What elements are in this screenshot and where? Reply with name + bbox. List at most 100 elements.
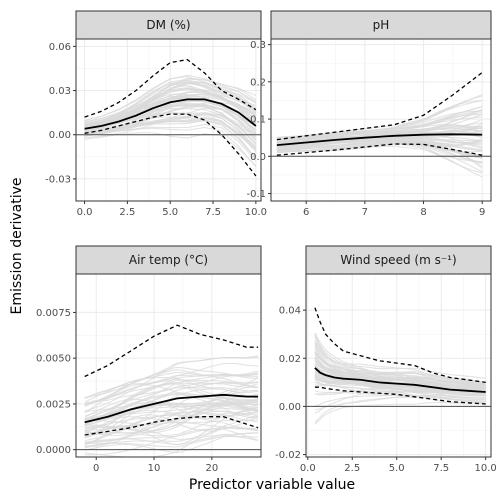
x-tick-label-wind: 2.5 bbox=[344, 463, 360, 474]
individual-curve-ph bbox=[276, 131, 483, 148]
individual-curve-airtemp bbox=[84, 382, 259, 425]
upper-band-airtemp bbox=[84, 324, 259, 378]
individual-curve-ph bbox=[276, 130, 483, 146]
individual-curve-airtemp bbox=[84, 411, 259, 442]
x-axis-title: Predictor variable value bbox=[189, 477, 355, 493]
individual-curve-wind bbox=[314, 396, 486, 423]
panel-wind: Wind speed (m s⁻¹) 0.0 2.5 5.0 7.5 10.0 -0.02 0… bbox=[275, 245, 497, 474]
y-tick-label-ph: 0.3 bbox=[250, 40, 266, 51]
y-tick-label-wind: 0.02 bbox=[279, 354, 301, 365]
y-tick-label-wind: -0.02 bbox=[275, 450, 301, 461]
individual-curve-airtemp bbox=[84, 432, 259, 446]
strip-dm bbox=[75, 10, 262, 40]
x-tick-label-airtemp: 20 bbox=[205, 463, 218, 474]
x-tick-label-dm: 10.0 bbox=[245, 207, 267, 218]
individual-curve-airtemp bbox=[84, 428, 259, 456]
x-tick-label-airtemp: 0 bbox=[93, 463, 99, 474]
y-tick-label-dm: 0.03 bbox=[49, 86, 71, 97]
plot-area-wind bbox=[306, 307, 491, 425]
individual-curve-airtemp bbox=[84, 378, 259, 406]
individual-curve-airtemp bbox=[84, 356, 259, 399]
plot-area-dm bbox=[76, 58, 261, 177]
strip-ph bbox=[270, 10, 492, 40]
y-tick-label-dm: -0.03 bbox=[45, 174, 71, 185]
lower-band-airtemp bbox=[84, 416, 259, 436]
plot-area-ph bbox=[271, 71, 491, 178]
individual-curve-airtemp bbox=[84, 369, 259, 407]
upper-band-ph bbox=[276, 71, 483, 141]
plot-area-airtemp bbox=[76, 324, 261, 457]
x-tick-label-dm: 5.0 bbox=[162, 207, 178, 218]
y-tick-label-ph: -0.1 bbox=[246, 189, 266, 200]
individual-curve-airtemp bbox=[84, 394, 259, 437]
strip-label-dm: DM (%) bbox=[146, 18, 190, 32]
individual-curve-airtemp bbox=[84, 416, 259, 424]
individual-curve-dm bbox=[84, 132, 257, 167]
panel-ph: pH 6 7 8 9 -0.1 0.0 0.1 0.2 0.3 bbox=[246, 10, 492, 218]
individual-curve-dm bbox=[84, 113, 257, 151]
x-tick-label-ph: 8 bbox=[420, 207, 426, 218]
panel-border-dm bbox=[75, 38, 262, 202]
strip-label-airtemp: Air temp (°C) bbox=[129, 253, 208, 267]
y-tick-label-ph: 0.0 bbox=[250, 152, 266, 163]
individual-curve-wind bbox=[314, 379, 486, 392]
individual-curve-wind bbox=[314, 352, 486, 390]
central-line-ph bbox=[276, 133, 483, 146]
individual-curve-dm bbox=[84, 104, 257, 131]
individual-curve-ph bbox=[276, 142, 483, 159]
strip-airtemp bbox=[75, 245, 262, 275]
individual-curve-dm bbox=[84, 108, 257, 144]
y-tick-label-ph: 0.1 bbox=[250, 115, 266, 126]
central-line-airtemp bbox=[84, 393, 259, 424]
individual-curve-airtemp bbox=[84, 377, 259, 403]
x-tick-label-ph: 9 bbox=[479, 207, 485, 218]
panel-bg-wind bbox=[306, 274, 491, 457]
individual-curve-dm bbox=[84, 77, 257, 128]
upper-band-wind bbox=[314, 307, 486, 384]
panel-airtemp: Air temp (°C) 0 10 20 0.0000 0.0025 0.0050 0.00… bbox=[36, 245, 262, 474]
individual-curve-dm bbox=[84, 81, 257, 126]
central-line-wind bbox=[314, 367, 486, 393]
x-tick-label-wind: 5.0 bbox=[389, 463, 405, 474]
individual-curve-ph bbox=[276, 100, 483, 138]
y-tick-label-airtemp: 0.0050 bbox=[36, 354, 71, 365]
strip-label-wind: Wind speed (m s⁻¹) bbox=[340, 253, 456, 267]
individual-curve-airtemp bbox=[84, 432, 259, 454]
y-tick-label-wind: 0.00 bbox=[279, 402, 301, 413]
individual-curve-airtemp bbox=[84, 393, 259, 432]
x-tick-label-wind: 0.0 bbox=[300, 463, 316, 474]
individual-curve-dm bbox=[84, 120, 257, 158]
panel-dm: DM (%) 0.0 2.5 5.0 7.5 10.0 -0.03 0.00 0.03 0.06 bbox=[45, 10, 267, 218]
y-tick-label-airtemp: 0.0000 bbox=[36, 445, 71, 456]
panel-border-wind bbox=[305, 273, 492, 458]
y-tick-label-dm: 0.00 bbox=[49, 130, 71, 141]
individual-curve-wind bbox=[314, 340, 486, 379]
panel-border-ph bbox=[270, 38, 492, 202]
individual-curve-airtemp bbox=[84, 401, 259, 426]
individual-curve-airtemp bbox=[84, 398, 259, 434]
individual-curve-wind bbox=[314, 357, 486, 386]
individual-curve-wind bbox=[314, 332, 486, 384]
individual-curve-wind bbox=[314, 391, 486, 414]
individual-curve-wind bbox=[314, 381, 486, 399]
x-tick-label-dm: 0.0 bbox=[77, 207, 93, 218]
individual-curve-airtemp bbox=[84, 392, 259, 424]
upper-band-dm bbox=[84, 58, 257, 118]
individual-curve-wind bbox=[314, 350, 486, 385]
x-tick-label-airtemp: 10 bbox=[148, 463, 161, 474]
central-line-dm bbox=[84, 98, 257, 130]
y-tick-label-airtemp: 0.0025 bbox=[36, 399, 71, 410]
x-tick-label-dm: 7.5 bbox=[205, 207, 221, 218]
x-tick-label-wind: 7.5 bbox=[433, 463, 449, 474]
y-tick-label-airtemp: 0.0075 bbox=[36, 308, 71, 319]
y-tick-label-wind: 0.04 bbox=[279, 306, 301, 317]
strip-wind bbox=[305, 245, 492, 275]
y-tick-label-ph: 0.2 bbox=[250, 77, 266, 88]
individual-curve-ph bbox=[276, 123, 483, 147]
individual-curve-airtemp bbox=[84, 383, 259, 418]
individual-curve-ph bbox=[276, 140, 483, 153]
individual-curve-airtemp bbox=[84, 421, 259, 448]
x-tick-label-dm: 2.5 bbox=[119, 207, 135, 218]
y-tick-label-dm: 0.06 bbox=[49, 42, 71, 53]
